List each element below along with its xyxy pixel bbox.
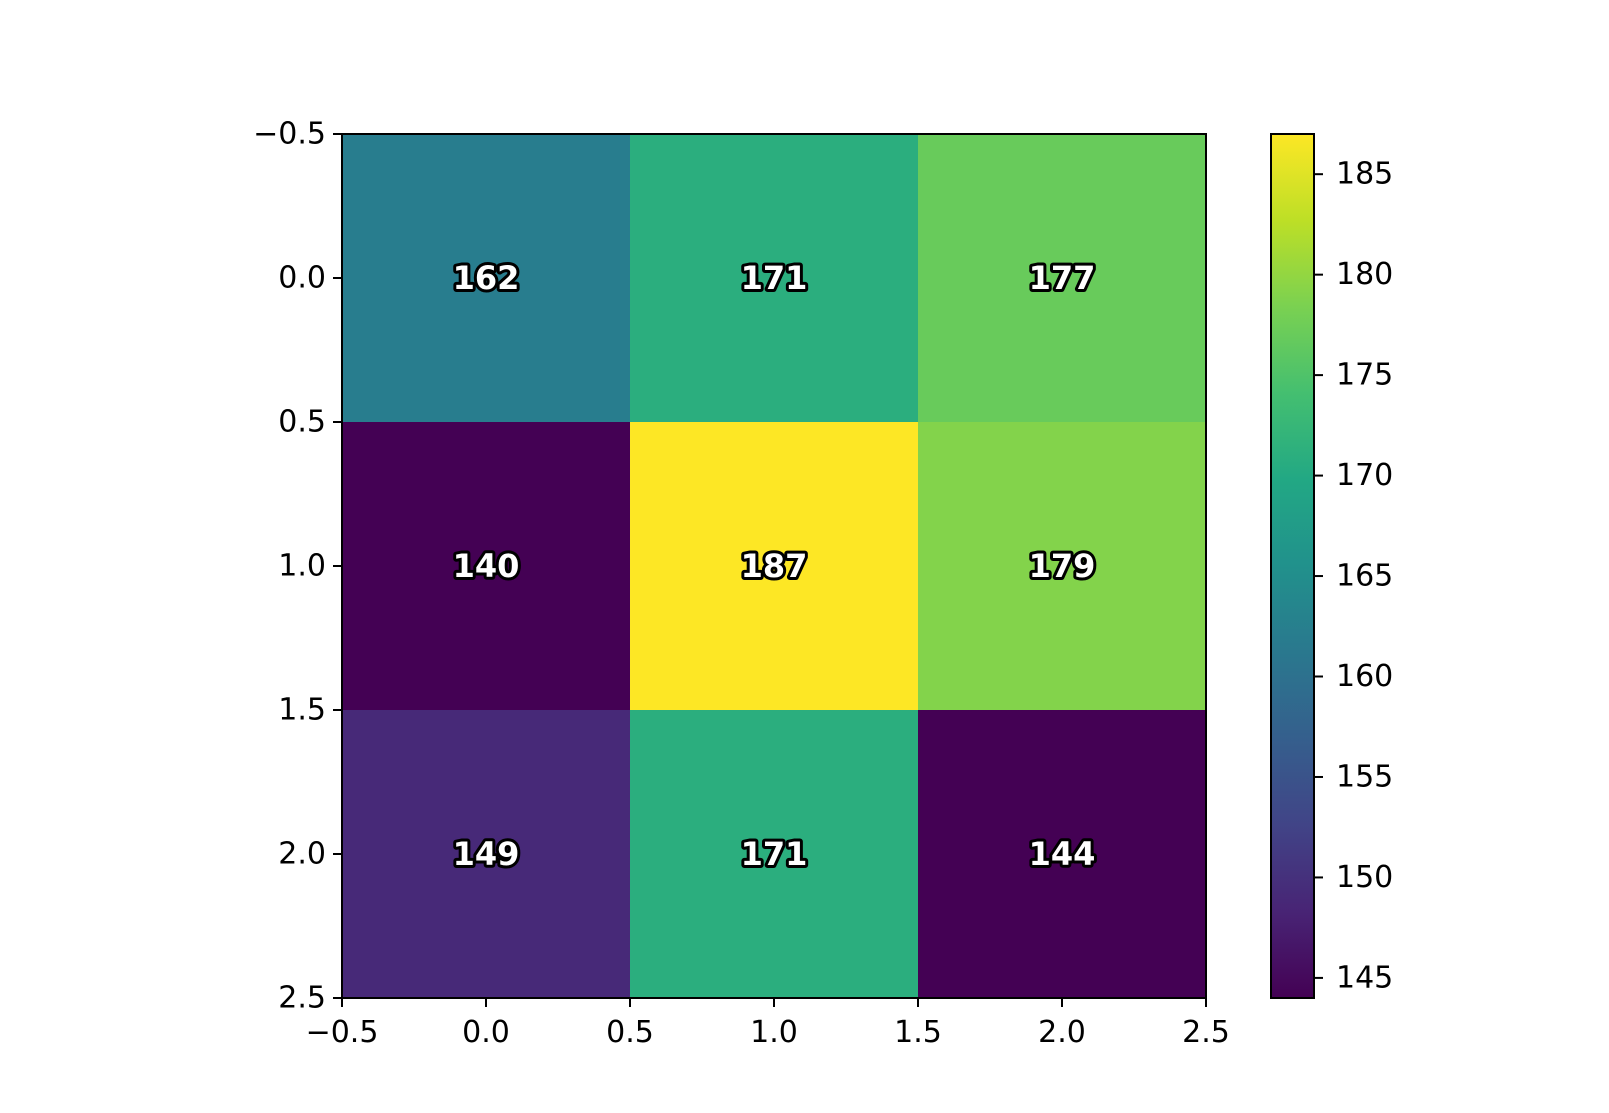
heatmap-cell [630, 134, 919, 423]
y-tick-label: 2.0 [278, 837, 326, 872]
cell-value-label: 171 [741, 835, 808, 873]
colorbar [1270, 133, 1315, 999]
x-tick-label: 0.5 [606, 1015, 654, 1050]
cell-value-label: 149 [453, 835, 520, 873]
y-tick-label: 1.0 [278, 549, 326, 584]
heatmap-cell-labels: 162 171 177 140 187 179 149 171 144 [450, 256, 1099, 876]
y-tick-label: 2.5 [278, 981, 326, 1016]
colorbar-tick-label: 175 [1336, 358, 1393, 393]
x-tick-label: −0.5 [306, 1015, 379, 1050]
heatmap-cell [918, 710, 1207, 999]
x-tick-label: 2.0 [1038, 1015, 1086, 1050]
colorbar-tick-label: 165 [1336, 559, 1393, 594]
heatmap-cell [630, 422, 919, 711]
x-tick-label: 1.0 [750, 1015, 798, 1050]
colorbar-gradient [1270, 133, 1315, 999]
y-axis: −0.5 0.0 0.5 1.0 1.5 2.0 2.5 [253, 117, 342, 1016]
colorbar-tick-label: 185 [1336, 157, 1393, 192]
colorbar-tick-label: 160 [1336, 659, 1393, 694]
cell-value-label: 144 [1029, 835, 1096, 873]
y-tick-label: 0.0 [278, 261, 326, 296]
colorbar-tick-label: 150 [1336, 860, 1393, 895]
colorbar-ticks: 145 150 155 160 165 170 175 180 185 [1314, 157, 1393, 995]
colorbar-tick-label: 155 [1336, 759, 1393, 794]
x-axis: −0.5 0.0 0.5 1.0 1.5 2.0 2.5 [306, 998, 1230, 1050]
cell-value-label: 171 [741, 259, 808, 297]
cell-value-label: 177 [1029, 259, 1096, 297]
cell-value-label: 179 [1029, 547, 1096, 585]
y-tick-label: −0.5 [253, 117, 326, 152]
colorbar-tick-label: 180 [1336, 257, 1393, 292]
y-tick-label: 0.5 [278, 405, 326, 440]
y-tick-label: 1.5 [278, 693, 326, 728]
x-tick-label: 1.5 [894, 1015, 942, 1050]
heatmap-cells [342, 134, 1207, 999]
x-tick-label: 2.5 [1182, 1015, 1230, 1050]
colorbar-tick-label: 170 [1336, 458, 1393, 493]
heatmap-cell [342, 710, 631, 999]
heatmap-cell [630, 710, 919, 999]
x-tick-label: 0.0 [462, 1015, 510, 1050]
heatmap-cell [918, 422, 1207, 711]
cell-value-label: 187 [741, 547, 808, 585]
heatmap-cell [342, 422, 631, 711]
colorbar-tick-label: 145 [1336, 960, 1393, 995]
cell-value-label: 162 [453, 259, 520, 297]
cell-value-label: 140 [453, 547, 520, 585]
heatmap-cell [342, 134, 631, 423]
heatmap-cell [918, 134, 1207, 423]
